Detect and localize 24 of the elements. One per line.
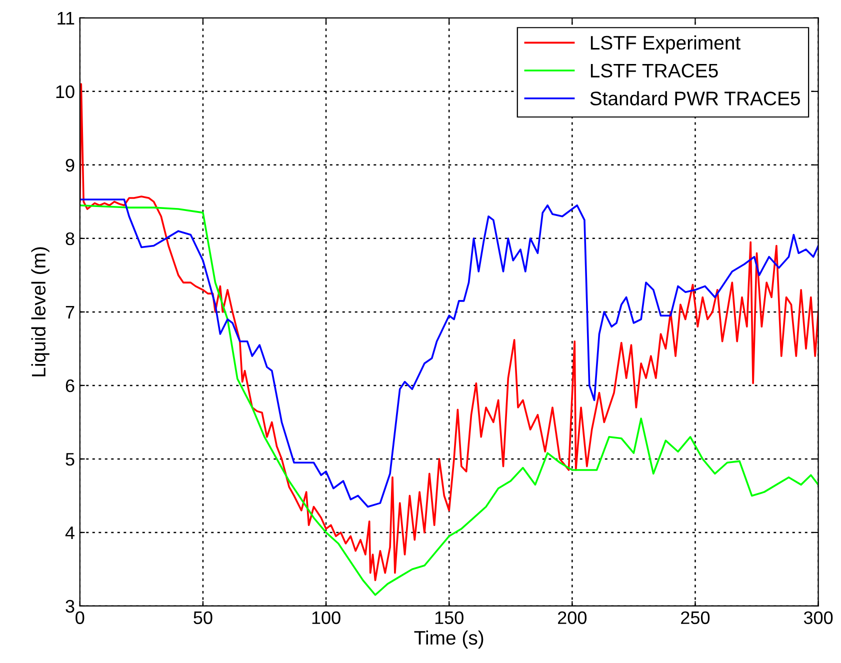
- line-series: [80, 198, 818, 508]
- y-tick-label: 3: [66, 600, 74, 613]
- y-tick-label: 6: [66, 379, 74, 392]
- y-tick-label: 4: [65, 526, 75, 540]
- line-series: [80, 83, 818, 582]
- y-tick-label: 10: [56, 85, 74, 98]
- y-tick-label: 11: [58, 12, 74, 24]
- legend-label: Standard PWR TRACE5: [590, 91, 800, 106]
- x-tick-label: 100: [312, 611, 340, 624]
- legend-label: LSTF TRACE5: [590, 64, 718, 78]
- y-tick-label: 5: [66, 453, 74, 466]
- x-tick-label: 250: [681, 611, 710, 624]
- x-tick-label: 300: [804, 611, 833, 624]
- x-axis-title: Time (s): [414, 630, 484, 649]
- y-tick-label: 9: [66, 158, 74, 172]
- x-tick-label: 150: [435, 611, 464, 624]
- y-tick-label: 7: [66, 306, 74, 318]
- y-tick-label: 8: [66, 232, 74, 246]
- x-tick-label: 50: [194, 611, 212, 624]
- legend-label: LSTF Experiment: [590, 35, 740, 54]
- x-tick-label: 0: [76, 611, 84, 624]
- y-axis-title: Liquid level (m): [31, 247, 50, 376]
- x-tick-label: 200: [558, 611, 587, 624]
- line-series: [80, 204, 818, 596]
